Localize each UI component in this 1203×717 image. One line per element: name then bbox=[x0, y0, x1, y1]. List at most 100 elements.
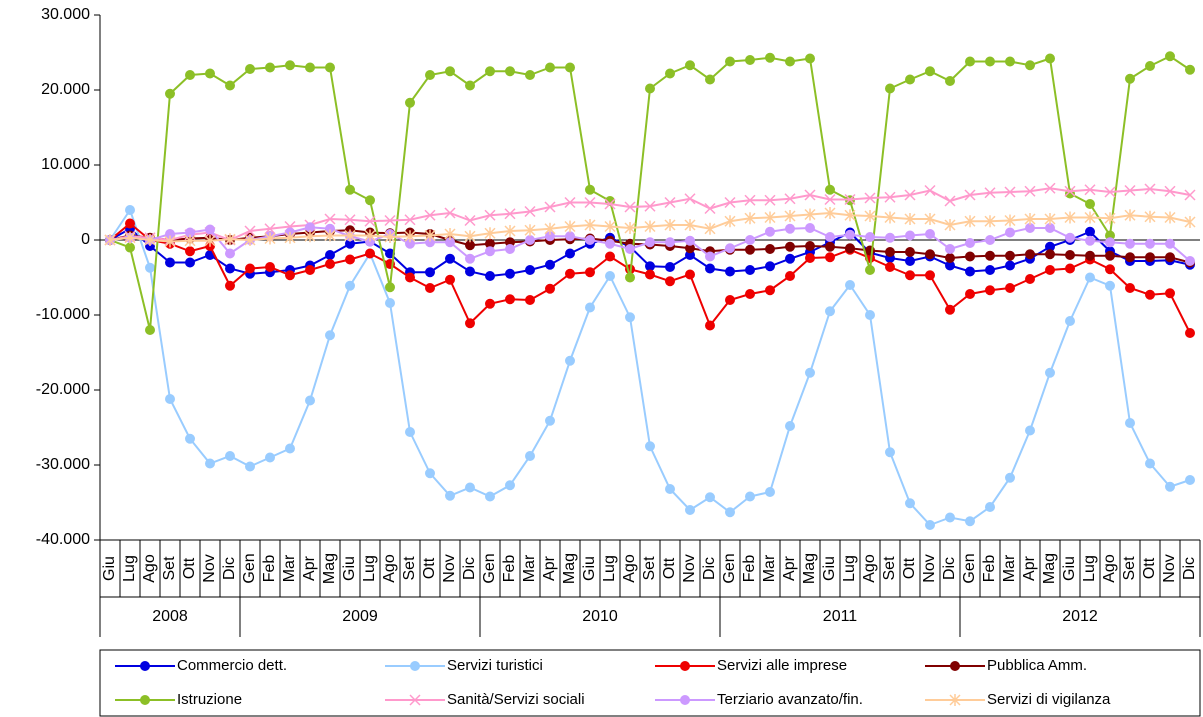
marker bbox=[805, 53, 815, 64]
marker bbox=[605, 238, 615, 249]
legend-label: Istruzione bbox=[177, 691, 242, 708]
marker bbox=[985, 285, 995, 296]
marker bbox=[265, 62, 275, 73]
marker bbox=[1184, 189, 1196, 201]
marker bbox=[1064, 185, 1076, 197]
marker bbox=[1165, 51, 1175, 62]
marker bbox=[904, 189, 916, 201]
marker bbox=[545, 231, 555, 242]
marker bbox=[1005, 283, 1015, 293]
marker bbox=[384, 214, 396, 227]
marker bbox=[964, 215, 976, 228]
marker bbox=[925, 270, 935, 281]
marker bbox=[725, 295, 735, 305]
x-tick-label: Apr bbox=[541, 555, 558, 581]
marker bbox=[385, 282, 395, 293]
marker bbox=[725, 266, 735, 277]
marker bbox=[1005, 250, 1015, 261]
legend-marker bbox=[680, 661, 690, 671]
marker bbox=[1085, 272, 1095, 283]
marker bbox=[1085, 235, 1095, 246]
legend-marker bbox=[409, 694, 421, 706]
marker bbox=[1065, 250, 1075, 260]
marker bbox=[465, 80, 475, 91]
marker bbox=[1185, 64, 1195, 75]
marker bbox=[505, 480, 515, 491]
marker bbox=[645, 269, 655, 280]
x-tick-label: Mag bbox=[801, 553, 818, 584]
marker bbox=[925, 520, 935, 530]
marker bbox=[1044, 182, 1056, 194]
marker bbox=[1125, 238, 1135, 249]
marker bbox=[204, 234, 216, 247]
marker bbox=[1125, 418, 1135, 428]
marker bbox=[505, 244, 515, 254]
marker bbox=[644, 220, 656, 233]
marker bbox=[325, 330, 335, 341]
marker bbox=[965, 266, 975, 277]
marker bbox=[285, 60, 295, 71]
marker bbox=[1004, 214, 1016, 227]
marker bbox=[545, 62, 555, 73]
legend-label: Servizi di vigilanza bbox=[987, 691, 1111, 708]
marker bbox=[825, 184, 835, 195]
marker bbox=[965, 289, 975, 299]
marker bbox=[805, 367, 815, 378]
marker bbox=[825, 241, 835, 252]
marker bbox=[885, 232, 895, 243]
marker bbox=[764, 211, 776, 224]
marker bbox=[245, 263, 255, 274]
marker bbox=[285, 270, 295, 281]
marker bbox=[1165, 238, 1175, 249]
marker bbox=[784, 210, 796, 222]
marker bbox=[1124, 184, 1136, 197]
x-tick-label: Mar bbox=[281, 554, 298, 582]
marker bbox=[1125, 73, 1135, 84]
marker bbox=[465, 482, 475, 493]
x-tick-label: Giu bbox=[821, 556, 838, 581]
marker bbox=[985, 235, 995, 245]
marker bbox=[865, 265, 875, 275]
x-tick-label: Apr bbox=[1021, 555, 1038, 581]
marker bbox=[725, 243, 735, 254]
marker bbox=[665, 237, 675, 248]
x-tick-label: Set bbox=[401, 556, 418, 581]
x-tick-label: Nov bbox=[921, 554, 938, 582]
x-tick-label: Mag bbox=[561, 553, 578, 584]
marker bbox=[444, 207, 456, 219]
marker bbox=[665, 484, 675, 494]
marker bbox=[605, 271, 615, 281]
marker bbox=[225, 80, 235, 91]
marker bbox=[785, 421, 795, 431]
marker bbox=[365, 248, 375, 259]
marker bbox=[985, 56, 995, 67]
marker bbox=[785, 271, 795, 281]
marker bbox=[1025, 274, 1035, 284]
marker bbox=[465, 266, 475, 277]
marker bbox=[704, 202, 716, 215]
marker bbox=[924, 184, 936, 197]
marker bbox=[785, 241, 795, 252]
marker bbox=[464, 230, 476, 243]
y-tick-label: -20.000 bbox=[36, 381, 90, 398]
marker bbox=[684, 193, 696, 205]
y-tick-label: 0 bbox=[81, 231, 90, 248]
x-tick-label: Apr bbox=[781, 555, 798, 581]
marker bbox=[344, 229, 356, 242]
marker bbox=[705, 492, 715, 503]
marker bbox=[645, 83, 655, 94]
legend-label: Pubblica Amm. bbox=[987, 657, 1087, 674]
marker bbox=[545, 283, 555, 294]
marker bbox=[1165, 481, 1175, 492]
marker bbox=[724, 215, 736, 228]
marker bbox=[945, 512, 955, 523]
marker bbox=[485, 491, 495, 502]
marker bbox=[1045, 53, 1055, 64]
marker bbox=[725, 56, 735, 67]
marker bbox=[744, 194, 756, 206]
marker bbox=[165, 394, 175, 404]
marker bbox=[1024, 213, 1036, 225]
x-tick-label: Dic bbox=[701, 557, 718, 580]
marker bbox=[905, 498, 915, 509]
